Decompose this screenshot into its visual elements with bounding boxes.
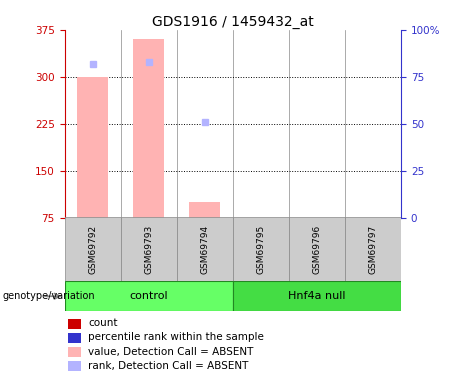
Text: Hnf4a null: Hnf4a null	[288, 291, 346, 301]
Text: GSM69796: GSM69796	[313, 225, 321, 274]
Bar	[121, 217, 177, 281]
Text: rank, Detection Call = ABSENT: rank, Detection Call = ABSENT	[88, 361, 248, 370]
Bar	[133, 39, 164, 218]
Bar	[345, 217, 401, 281]
Bar	[233, 281, 401, 311]
Text: GSM69793: GSM69793	[144, 225, 153, 274]
Text: GSM69792: GSM69792	[88, 225, 97, 274]
Text: GSM69794: GSM69794	[200, 225, 209, 274]
Bar	[189, 202, 220, 217]
Title: GDS1916 / 1459432_at: GDS1916 / 1459432_at	[152, 15, 313, 29]
Bar	[289, 217, 345, 281]
Text: genotype/variation: genotype/variation	[2, 291, 95, 301]
Bar	[68, 333, 82, 343]
Bar	[233, 217, 289, 281]
Bar	[177, 217, 233, 281]
Text: GSM69795: GSM69795	[256, 225, 266, 274]
Bar	[65, 281, 233, 311]
Bar	[68, 347, 82, 357]
Text: GSM69797: GSM69797	[368, 225, 378, 274]
Bar	[77, 77, 108, 218]
Bar	[68, 361, 82, 371]
Bar	[68, 319, 82, 329]
Text: control: control	[130, 291, 168, 301]
Text: count: count	[88, 318, 118, 328]
Text: percentile rank within the sample: percentile rank within the sample	[88, 333, 264, 342]
Bar	[65, 217, 121, 281]
Text: value, Detection Call = ABSENT: value, Detection Call = ABSENT	[88, 346, 254, 357]
